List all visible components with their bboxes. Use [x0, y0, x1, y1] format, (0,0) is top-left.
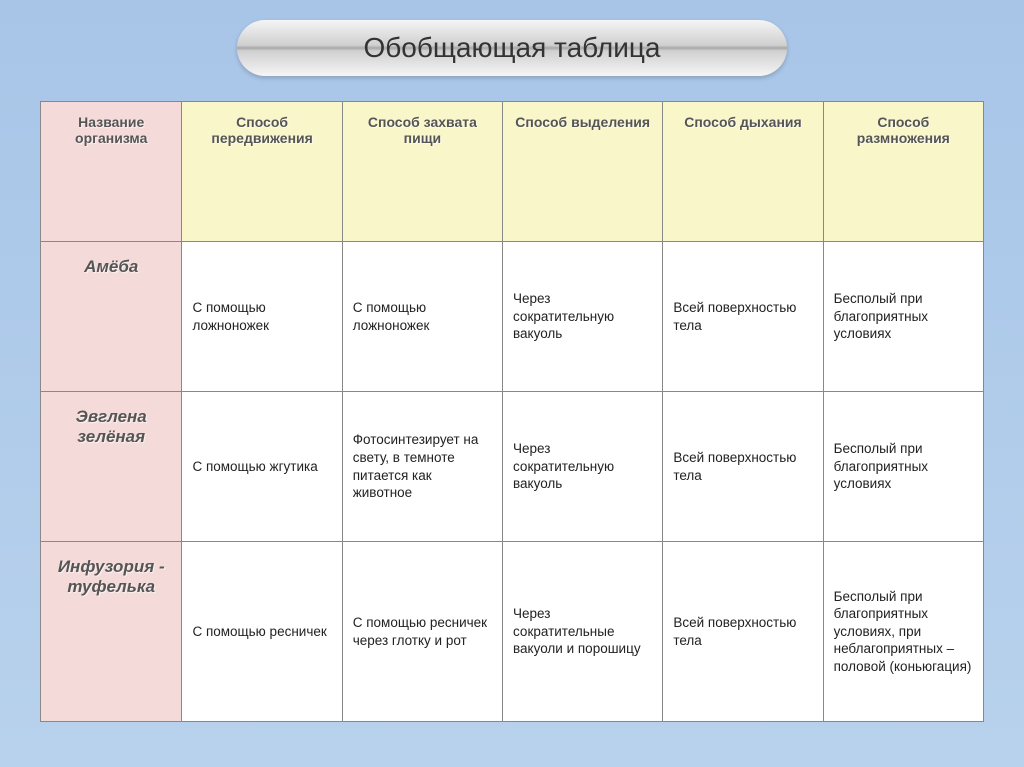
cell: Через сократительную вакуоль — [503, 242, 663, 392]
summary-table: Название организма Способ передвижения С… — [40, 101, 984, 722]
col-header-feeding: Способ захвата пищи — [342, 102, 502, 242]
row-name-infusoria: Инфузория - туфелька — [41, 542, 182, 722]
page-title: Обобщающая таблица — [237, 20, 787, 76]
cell: Бесполый при благоприятных условиях — [823, 392, 983, 542]
cell: Через сократительные вакуоли и порошицу — [503, 542, 663, 722]
cell: Через сократительную вакуоль — [503, 392, 663, 542]
header-row: Название организма Способ передвижения С… — [41, 102, 984, 242]
col-header-excretion: Способ выделения — [503, 102, 663, 242]
col-header-reproduction: Способ размножения — [823, 102, 983, 242]
cell: Всей поверхностью тела — [663, 242, 823, 392]
col-header-organism: Название организма — [41, 102, 182, 242]
cell: С помощью ресничек — [182, 542, 342, 722]
cell: Всей поверхностью тела — [663, 392, 823, 542]
cell: С помощью ресничек через глотку и рот — [342, 542, 502, 722]
cell: Фотосинтезирует на свету, в темноте пита… — [342, 392, 502, 542]
cell: С помощью ложноножек — [182, 242, 342, 392]
col-header-respiration: Способ дыхания — [663, 102, 823, 242]
cell: Бесполый при благоприятных условиях, при… — [823, 542, 983, 722]
table-row: Эвглена зелёная С помощью жгутика Фотоси… — [41, 392, 984, 542]
cell: Бесполый при благоприятных условиях — [823, 242, 983, 392]
table-row: Амёба С помощью ложноножек С помощью лож… — [41, 242, 984, 392]
table-row: Инфузория - туфелька С помощью ресничек … — [41, 542, 984, 722]
col-header-movement: Способ передвижения — [182, 102, 342, 242]
row-name-amoeba: Амёба — [41, 242, 182, 392]
cell: С помощью жгутика — [182, 392, 342, 542]
cell: С помощью ложноножек — [342, 242, 502, 392]
cell: Всей поверхностью тела — [663, 542, 823, 722]
row-name-euglena: Эвглена зелёная — [41, 392, 182, 542]
